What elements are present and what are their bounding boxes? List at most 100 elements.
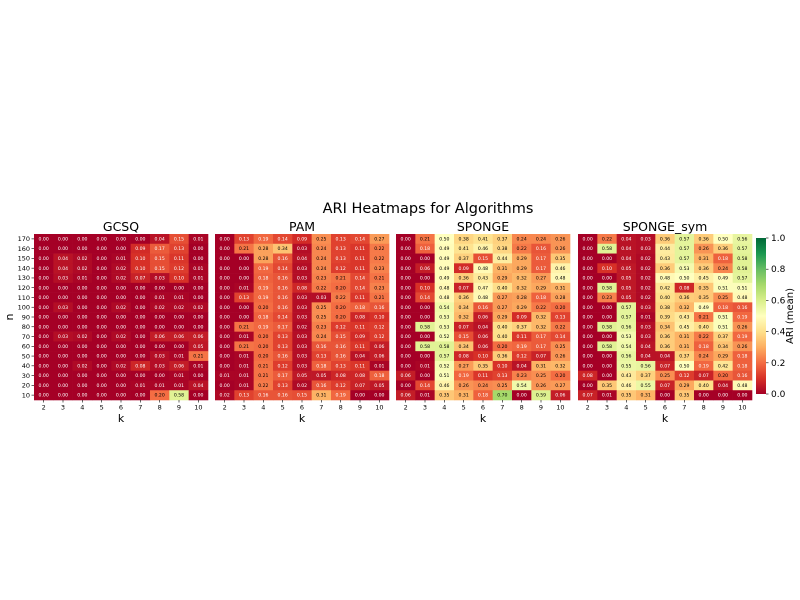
x-tick-label: 6 [300, 404, 304, 412]
heatmap-cell [531, 312, 551, 323]
heatmap-cell [674, 263, 695, 274]
cell-label: 0.40 [497, 285, 507, 291]
cell-label: 0.00 [583, 354, 593, 360]
cell-label: 0.13 [316, 354, 326, 360]
cell-label: 0.48 [737, 295, 747, 301]
heatmap-cell [253, 360, 274, 372]
cell-label: 0.00 [58, 295, 68, 301]
cell-label: 0.00 [420, 354, 430, 360]
heatmap-cell [215, 273, 235, 284]
heatmap-cell [454, 292, 474, 303]
cell-label: 0.08 [355, 315, 365, 321]
heatmap-cell [273, 302, 293, 313]
cell-label: 0.06 [174, 363, 184, 369]
cell-label: 0.16 [737, 373, 747, 379]
cell-label: 0.22 [258, 383, 268, 389]
cell-label: 0.27 [374, 236, 384, 242]
cell-label: 0.00 [583, 344, 593, 350]
cell-label: 0.08 [135, 363, 145, 369]
cell-label: 0.00 [420, 334, 430, 340]
cell-label: 0.26 [536, 383, 546, 389]
heatmap-cell [616, 321, 637, 332]
heatmap-cell [655, 341, 675, 352]
heatmap-cell [694, 341, 714, 352]
cell-label: 0.00 [401, 236, 411, 242]
cell-label: 0.13 [497, 373, 507, 379]
heatmap-cell [350, 234, 370, 245]
cell-label: 0.01 [602, 393, 612, 399]
heatmap-cell [694, 234, 714, 245]
cell-label: 0.04 [517, 363, 527, 369]
cell-label: 0.44 [660, 246, 670, 252]
cell-label: 0.37 [718, 334, 728, 340]
cell-label: 0.02 [77, 256, 87, 262]
cell-label: 0.12 [336, 383, 346, 389]
colorbar-tick-label: 0.2 [771, 359, 785, 369]
cell-label: 0.00 [135, 324, 145, 330]
cell-label: 0.07 [583, 393, 593, 399]
cell-label: 0.00 [583, 285, 593, 291]
heatmap-cell [597, 331, 617, 342]
cell-label: 0.02 [641, 276, 651, 282]
heatmap-cell [111, 234, 131, 245]
cell-label: 0.00 [374, 393, 384, 399]
cell-label: 0.06 [478, 315, 488, 321]
cell-label: 0.27 [555, 383, 565, 389]
cell-label: 0.19 [517, 344, 527, 350]
heatmap-cell [311, 360, 332, 372]
cell-label: 0.00 [583, 315, 593, 321]
cell-label: 0.70 [497, 393, 507, 399]
heatmap-cell [732, 302, 753, 313]
heatmap-cell [188, 351, 209, 362]
heatmap-cell [92, 390, 112, 401]
heatmap-cell [253, 292, 274, 303]
cell-label: 0.55 [621, 363, 631, 369]
cell-label: 0.00 [58, 354, 68, 360]
cell-label: 0.22 [536, 305, 546, 311]
cell-label: 0.23 [316, 324, 326, 330]
cell-label: 0.12 [278, 363, 288, 369]
cell-label: 0.01 [193, 276, 203, 282]
heatmap-cell [130, 302, 151, 313]
cell-label: 0.26 [555, 354, 565, 360]
x-tick-label: 9 [721, 404, 725, 412]
heatmap-cell [578, 253, 598, 264]
cell-label: 0.40 [699, 324, 709, 330]
cell-label: 0.00 [174, 324, 184, 330]
heatmap-cell [188, 243, 209, 254]
heatmap-cell [492, 302, 513, 313]
x-tick-label: 5 [462, 404, 466, 412]
cell-label: 0.14 [278, 236, 288, 242]
cell-label: 0.00 [39, 256, 49, 262]
heatmap-cell [331, 370, 351, 381]
cell-label: 0.00 [401, 276, 411, 282]
x-tick-label: 7 [500, 404, 504, 412]
heatmap-cell [253, 273, 274, 284]
heatmap-cell [597, 302, 617, 313]
cell-label: 0.34 [660, 324, 670, 330]
cell-label: 0.41 [459, 246, 469, 252]
heatmap-cell [150, 331, 170, 342]
cell-label: 0.48 [439, 295, 449, 301]
heatmap-cell [512, 321, 532, 332]
cell-label: 0.55 [641, 383, 651, 389]
heatmap-cell [369, 273, 390, 284]
heatmap-cell [512, 253, 532, 264]
cell-label: 0.49 [439, 246, 449, 252]
heatmap-cell [415, 273, 435, 284]
heatmap-cell [473, 351, 493, 362]
heatmap-cell [292, 312, 312, 323]
heatmap-cell [34, 263, 54, 274]
heatmap-cell [273, 380, 293, 391]
cell-label: 0.00 [97, 285, 107, 291]
heatmap-cell [597, 282, 617, 293]
heatmap-cell [34, 331, 54, 342]
heatmap-cell [415, 360, 435, 372]
cell-label: 0.16 [316, 383, 326, 389]
heatmap-cell [636, 360, 656, 372]
y-tick-label: 60 [22, 343, 30, 351]
heatmap-cell [253, 321, 274, 332]
cell-label: 0.01 [239, 383, 249, 389]
cell-label: 0.00 [401, 334, 411, 340]
heatmap-cell [512, 273, 532, 284]
